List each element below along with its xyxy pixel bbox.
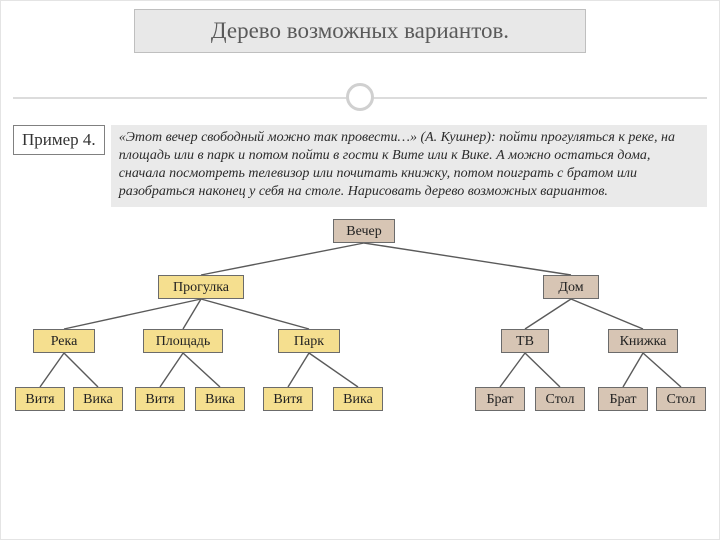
tree-edge xyxy=(525,353,560,387)
tree-edge xyxy=(643,353,681,387)
tree-node-p_vitya: Витя xyxy=(263,387,313,411)
tree-node-t_brat: Брат xyxy=(475,387,525,411)
tree-edge xyxy=(201,299,309,329)
tree-node-s_vika: Вика xyxy=(195,387,245,411)
tree-edge xyxy=(525,299,571,329)
tree-edges xyxy=(13,217,707,452)
example-row: Пример 4. «Этот вечер свободный можно та… xyxy=(13,125,707,207)
tree-node-tv: ТВ xyxy=(501,329,549,353)
tree-node-home: Дом xyxy=(543,275,599,299)
tree-node-p_vika: Вика xyxy=(333,387,383,411)
tree-edge xyxy=(623,353,643,387)
tree-edge xyxy=(571,299,643,329)
tree-edge xyxy=(183,353,220,387)
tree-edge xyxy=(40,353,64,387)
example-label: Пример 4. xyxy=(13,125,105,155)
tree-node-park: Парк xyxy=(278,329,340,353)
tree-node-b_brat: Брат xyxy=(598,387,648,411)
tree-diagram: Вечер Прогулка Дом Река Площадь Парк ТВ Книжка В… xyxy=(13,217,707,452)
tree-edge xyxy=(500,353,525,387)
tree-node-r_vika: Вика xyxy=(73,387,123,411)
tree-edge xyxy=(201,243,364,275)
tree-edge xyxy=(64,299,201,329)
tree-node-root: Вечер xyxy=(333,219,395,243)
tree-node-walk: Прогулка xyxy=(158,275,244,299)
divider xyxy=(13,83,707,113)
tree-node-book: Книжка xyxy=(608,329,678,353)
tree-node-square: Площадь xyxy=(143,329,223,353)
tree-node-r_vitya: Витя xyxy=(15,387,65,411)
tree-node-s_vitya: Витя xyxy=(135,387,185,411)
tree-edge xyxy=(288,353,309,387)
problem-quote: «Этот вечер свободный можно так провести… xyxy=(111,125,707,207)
page-title: Дерево возможных вариантов. xyxy=(134,9,586,53)
divider-ornament xyxy=(346,83,374,111)
tree-node-t_stol: Стол xyxy=(535,387,585,411)
tree-edge xyxy=(364,243,571,275)
tree-edge xyxy=(183,299,201,329)
tree-edge xyxy=(160,353,183,387)
tree-node-b_stol: Стол xyxy=(656,387,706,411)
tree-edge xyxy=(309,353,358,387)
tree-node-river: Река xyxy=(33,329,95,353)
tree-edge xyxy=(64,353,98,387)
